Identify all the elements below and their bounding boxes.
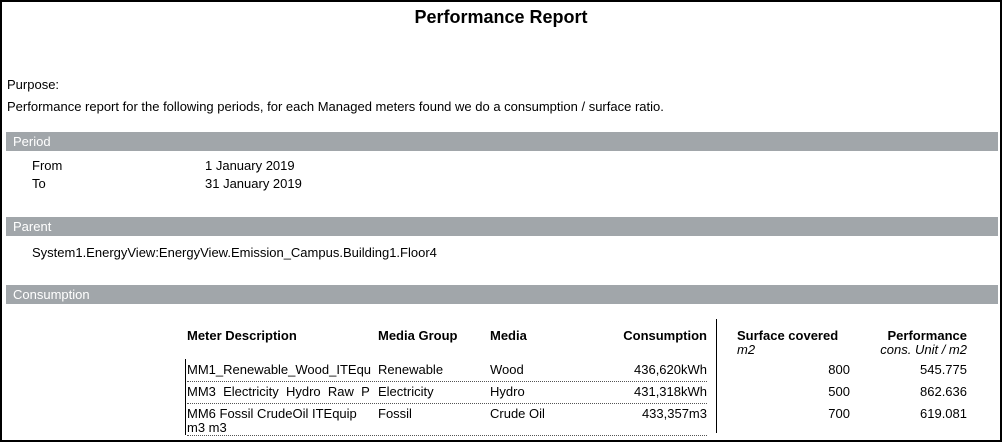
table-divider-right bbox=[716, 319, 717, 433]
subheader-spacer bbox=[490, 343, 590, 360]
table-row: MM3 Electricity Hydro Raw P Electricity … bbox=[187, 382, 967, 404]
cell-consumption: 436,620kWh bbox=[634, 362, 707, 377]
performance-unit-label: cons. Unit / m2 bbox=[880, 342, 967, 357]
subheader-spacer bbox=[187, 343, 378, 360]
consumption-section-header: Consumption bbox=[6, 285, 998, 304]
surface-unit-label: m2 bbox=[737, 342, 756, 357]
cell-media-group: Fossil bbox=[378, 406, 412, 421]
cell-media: Wood bbox=[490, 362, 524, 377]
cell-performance: 619.081 bbox=[920, 406, 967, 421]
to-value: 31 January 2019 bbox=[205, 176, 302, 191]
cell-media-group: Electricity bbox=[378, 384, 434, 399]
parent-section-header: Parent bbox=[6, 217, 998, 236]
cell-consumption: 433,357m3 bbox=[641, 406, 707, 421]
column-header-meter-description: Meter Description bbox=[187, 328, 297, 343]
cell-surface-covered: 500 bbox=[828, 384, 850, 399]
to-label: To bbox=[32, 176, 46, 191]
column-header-media-group: Media Group bbox=[378, 328, 458, 343]
period-section-header: Period bbox=[6, 132, 998, 151]
table-row-left: MM6 Fossil CrudeOil ITEquip m3 m3 Fossil… bbox=[187, 404, 707, 436]
subheader-spacer bbox=[590, 343, 707, 360]
subheader-spacer bbox=[378, 343, 490, 360]
column-header-media: Media bbox=[490, 328, 527, 343]
table-row-left: MM1_Renewable_Wood_ITEqu Renewable Wood … bbox=[187, 360, 707, 382]
cell-media: Hydro bbox=[490, 384, 525, 399]
consumption-table-subheader: m2 cons. Unit / m2 bbox=[187, 343, 967, 360]
table-divider-left bbox=[185, 359, 186, 435]
column-header-surface-covered: Surface covered bbox=[737, 328, 839, 343]
parent-path: System1.EnergyView:EnergyView.Emission_C… bbox=[32, 245, 437, 260]
cell-meter-description: MM3 Electricity Hydro Raw P bbox=[187, 384, 370, 399]
page-title: Performance Report bbox=[414, 7, 588, 27]
cell-surface-covered: 800 bbox=[828, 362, 850, 377]
table-row: MM6 Fossil CrudeOil ITEquip m3 m3 Fossil… bbox=[187, 404, 967, 436]
cell-meter-description: MM6 Fossil CrudeOil ITEquip m3 m3 bbox=[187, 406, 361, 435]
from-label: From bbox=[32, 158, 63, 173]
consumption-table-header: Meter Description Media Group Media Cons… bbox=[187, 328, 967, 343]
column-header-consumption: Consumption bbox=[623, 328, 707, 343]
cell-media: Crude Oil bbox=[490, 406, 545, 421]
consumption-table: Meter Description Media Group Media Cons… bbox=[185, 319, 967, 436]
table-row-left: MM3 Electricity Hydro Raw P Electricity … bbox=[187, 382, 707, 404]
from-value: 1 January 2019 bbox=[205, 158, 295, 173]
consumption-table-body: MM1_Renewable_Wood_ITEqu Renewable Wood … bbox=[187, 360, 967, 436]
purpose-label: Purpose: bbox=[7, 77, 60, 92]
column-spacer bbox=[707, 328, 737, 343]
cell-consumption: 431,318kWh bbox=[634, 384, 707, 399]
purpose-description: Performance report for the following per… bbox=[7, 99, 664, 114]
subheader-spacer bbox=[707, 343, 737, 360]
cell-surface-covered: 700 bbox=[828, 406, 850, 421]
cell-performance: 862.636 bbox=[920, 384, 967, 399]
table-row: MM1_Renewable_Wood_ITEqu Renewable Wood … bbox=[187, 360, 967, 382]
column-header-performance: Performance bbox=[887, 328, 967, 343]
cell-meter-description: MM1_Renewable_Wood_ITEqu bbox=[187, 362, 372, 377]
cell-performance: 545.775 bbox=[920, 362, 967, 377]
cell-media-group: Renewable bbox=[378, 362, 444, 377]
